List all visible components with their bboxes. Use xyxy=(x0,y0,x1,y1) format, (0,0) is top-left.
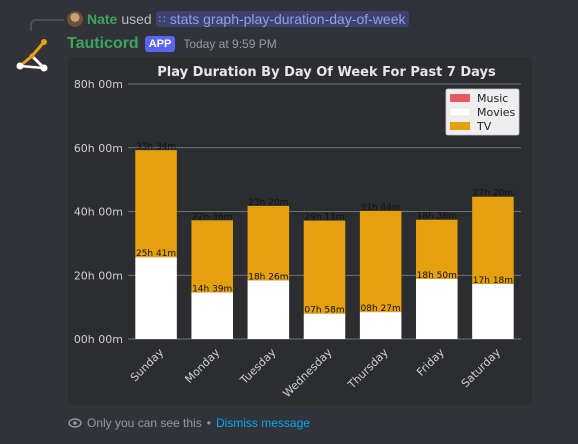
legend-swatch-tv xyxy=(450,122,470,130)
data-label-movies: 07h 58m xyxy=(304,306,344,316)
bar-movies xyxy=(416,278,458,339)
x-tick-label: Friday xyxy=(414,346,447,379)
bar-movies xyxy=(191,292,233,339)
data-label-tv: 23h 20m xyxy=(248,198,288,208)
legend-swatch-music xyxy=(450,94,470,102)
x-tick-label: Monday xyxy=(182,346,222,386)
data-label-tv: 27h 20m xyxy=(473,189,513,199)
data-label-movies: 17h 18m xyxy=(473,276,513,286)
data-label-movies: 18h 50m xyxy=(417,271,457,281)
x-tick-label: Wednesday xyxy=(280,346,335,401)
slash-command-icon: ∷ xyxy=(158,13,166,26)
data-label-tv: 18h 36m xyxy=(417,212,457,222)
reply-used-text: used xyxy=(121,11,152,27)
bar-movies xyxy=(135,257,177,339)
bar-tv xyxy=(472,196,514,284)
footer-separator: • xyxy=(206,416,211,430)
data-label-tv: 22h 36m xyxy=(192,212,232,222)
bar-tv xyxy=(135,150,177,258)
ephemeral-notice-text: Only you can see this xyxy=(87,416,202,430)
x-tick-label: Tuesday xyxy=(237,346,279,388)
data-label-tv: 31h 44m xyxy=(361,203,401,213)
play-duration-chart: Play Duration By Day Of Week For Past 7 … xyxy=(74,65,521,401)
slash-command-pill[interactable]: ∷ stats graph-play-duration-day-of-week xyxy=(155,11,409,27)
chart-attachment[interactable]: Play Duration By Day Of Week For Past 7 … xyxy=(68,57,532,405)
author-name[interactable]: Tauticord xyxy=(67,35,139,52)
message-header: Tauticord APP Today at 9:59 PM xyxy=(67,35,277,53)
eye-icon xyxy=(68,418,82,428)
bar-movies xyxy=(472,283,514,339)
legend-label-tv: TV xyxy=(476,120,492,133)
data-label-movies: 14h 39m xyxy=(192,284,232,294)
slash-command-name: stats graph-play-duration-day-of-week xyxy=(169,11,406,27)
data-label-tv: 29h 11m xyxy=(304,213,344,223)
bar-movies xyxy=(303,313,346,339)
bar-movies xyxy=(359,312,402,339)
reply-reference[interactable]: Nate used ∷ stats graph-play-duration-da… xyxy=(67,10,409,28)
ephemeral-notice: Only you can see this • Dismiss message xyxy=(68,416,310,430)
y-tick-label: 00h 00m xyxy=(74,333,123,346)
y-tick-label: 40h 00m xyxy=(74,206,123,219)
x-tick-label: Thursday xyxy=(345,346,391,392)
y-tick-label: 60h 00m xyxy=(74,142,123,155)
reply-username[interactable]: Nate xyxy=(87,11,118,27)
reply-connector xyxy=(30,19,64,31)
y-tick-label: 20h 00m xyxy=(74,269,123,282)
data-label-movies: 25h 41m xyxy=(136,249,176,259)
data-label-movies: 08h 27m xyxy=(361,304,401,314)
bar-tv xyxy=(416,219,458,279)
bar-tv xyxy=(191,220,233,293)
legend-label-music: Music xyxy=(477,92,508,105)
legend-swatch-movies xyxy=(449,107,471,117)
reply-user-avatar[interactable] xyxy=(67,11,83,27)
x-tick-label: Sunday xyxy=(128,346,167,385)
bot-avatar[interactable] xyxy=(12,36,52,76)
chart-title: Play Duration By Day Of Week For Past 7 … xyxy=(157,65,496,80)
bar-tv xyxy=(359,210,402,313)
bar-tv xyxy=(247,205,290,281)
data-label-tv: 33h 34m xyxy=(136,142,176,152)
message-timestamp: Today at 9:59 PM xyxy=(183,37,277,51)
bar-movies xyxy=(247,280,290,339)
data-label-movies: 18h 26m xyxy=(248,272,288,282)
legend-label-movies: Movies xyxy=(477,106,516,119)
dismiss-message-link[interactable]: Dismiss message xyxy=(215,416,310,430)
app-badge: APP xyxy=(144,36,176,52)
bar-tv xyxy=(303,220,346,314)
y-tick-label: 80h 00m xyxy=(74,78,123,91)
x-tick-label: Saturday xyxy=(459,346,504,391)
